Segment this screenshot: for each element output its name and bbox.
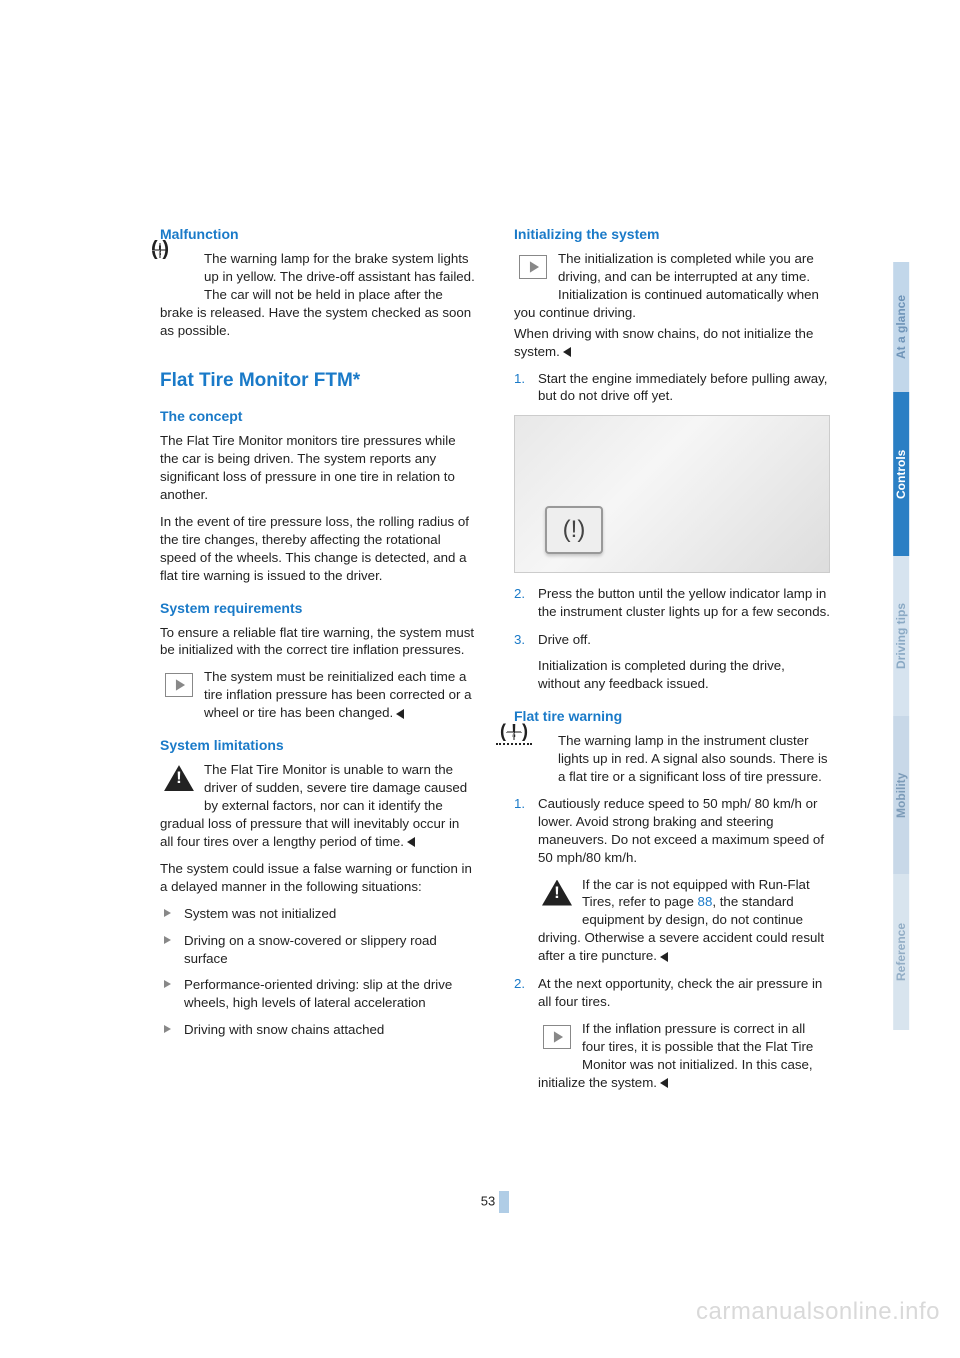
concept-p1: The Flat Tire Monitor monitors tire pres… (160, 432, 476, 504)
reqs-note-text: The system must be reinitialized each ti… (204, 669, 472, 720)
list-item: Driving with snow chains attached (160, 1021, 476, 1039)
heading-init: Initializing the system (514, 225, 830, 244)
brake-warning-icon: (!) (160, 250, 198, 284)
flat-steps: 1. Cautiously reduce speed to 50 mph/ 80… (514, 795, 830, 1092)
tab-reference[interactable]: Reference (893, 874, 909, 1030)
list-item: Performance-oriented driving: slip at th… (160, 976, 476, 1012)
init-note2: When driving with snow chains, do not in… (514, 325, 830, 361)
step3-sub: Initialization is completed during the d… (538, 657, 830, 693)
flat-s2-note: If the inflation pressure is correct in … (538, 1020, 830, 1092)
end-marker-icon (563, 347, 571, 357)
tab-controls[interactable]: Controls (893, 392, 909, 556)
heading-malfunction: Malfunction (160, 225, 476, 244)
list-item: 1. Cautiously reduce speed to 50 mph/ 80… (514, 795, 830, 965)
end-marker-icon (660, 952, 668, 962)
list-item: 2.Press the button until the yellow indi… (514, 585, 830, 621)
malfunction-text: (!) The warning lamp for the brake syste… (160, 250, 476, 340)
note-icon (160, 668, 198, 702)
list-item: Driving on a snow-covered or slippery ro… (160, 932, 476, 968)
heading-ftm: Flat Tire Monitor FTM* (160, 368, 476, 394)
limits-lead: The system could issue a false warning o… (160, 860, 476, 896)
list-item: 3.Drive off. Initialization is completed… (514, 631, 830, 693)
list-item: System was not initialized (160, 905, 476, 923)
watermark: carmanualsonline.info (696, 1296, 940, 1328)
init-note: The initialization is completed while yo… (514, 250, 830, 322)
end-marker-icon (396, 709, 404, 719)
list-item: 1.Start the engine immediately before pu… (514, 370, 830, 406)
tab-at-a-glance[interactable]: At a glance (893, 262, 909, 392)
warning-icon: ! (160, 761, 198, 795)
list-item: 2. At the next opportunity, check the ai… (514, 975, 830, 1092)
reqs-p1: To ensure a reliable flat tire warning, … (160, 624, 476, 660)
malfunction-body: The warning lamp for the brake system li… (160, 251, 475, 338)
flat-intro: ( ! ) The warning lamp in the instrument… (514, 732, 830, 786)
step-text: Press the button until the yellow indica… (538, 586, 830, 619)
heading-flat-warning: Flat tire warning (514, 707, 830, 726)
step-text: At the next opportunity, check the air p… (538, 976, 822, 1009)
heading-reqs: System requirements (160, 599, 476, 618)
flat-tire-warning-icon: ( ! ) (514, 732, 552, 766)
init-note2-text: When driving with snow chains, do not in… (514, 326, 813, 359)
init-note-text: The initialization is completed while yo… (514, 251, 819, 320)
tpms-button-image: (!) (514, 415, 830, 573)
step-text: Start the engine immediately before pull… (538, 371, 828, 404)
page-number: 53 (481, 1193, 495, 1208)
page-footer: 53 (160, 1191, 830, 1213)
end-marker-icon (660, 1078, 668, 1088)
heading-concept: The concept (160, 407, 476, 426)
end-marker-icon (407, 837, 415, 847)
s2-note-text: If the inflation pressure is correct in … (538, 1021, 813, 1090)
warning-icon: ! (538, 876, 576, 910)
step-text: Drive off. (538, 632, 591, 647)
flat-s1-warn: ! If the car is not equipped with Run-Fl… (538, 876, 830, 966)
page-bar-icon (499, 1191, 509, 1213)
init-steps-cont: 2.Press the button until the yellow indi… (514, 585, 830, 693)
heading-limits: System limitations (160, 736, 476, 755)
flat-intro-text: The warning lamp in the instrument clust… (558, 733, 828, 784)
limits-warn: ! The Flat Tire Monitor is unable to war… (160, 761, 476, 851)
step-text: Cautiously reduce speed to 50 mph/ 80 km… (538, 796, 824, 865)
tpms-button-icon: (!) (545, 506, 603, 554)
init-steps: 1.Start the engine immediately before pu… (514, 370, 830, 406)
page-link-88[interactable]: 88 (698, 894, 713, 909)
concept-p2: In the event of tire pressure loss, the … (160, 513, 476, 585)
section-tabs: At a glanceControlsDriving tipsMobilityR… (893, 262, 929, 1030)
tab-driving-tips[interactable]: Driving tips (893, 556, 909, 716)
reqs-note: The system must be reinitialized each ti… (160, 668, 476, 722)
limits-warn-text: The Flat Tire Monitor is unable to warn … (160, 762, 467, 849)
tab-mobility[interactable]: Mobility (893, 716, 909, 874)
note-icon (514, 250, 552, 284)
limits-list: System was not initialized Driving on a … (160, 905, 476, 1040)
note-icon (538, 1020, 576, 1054)
